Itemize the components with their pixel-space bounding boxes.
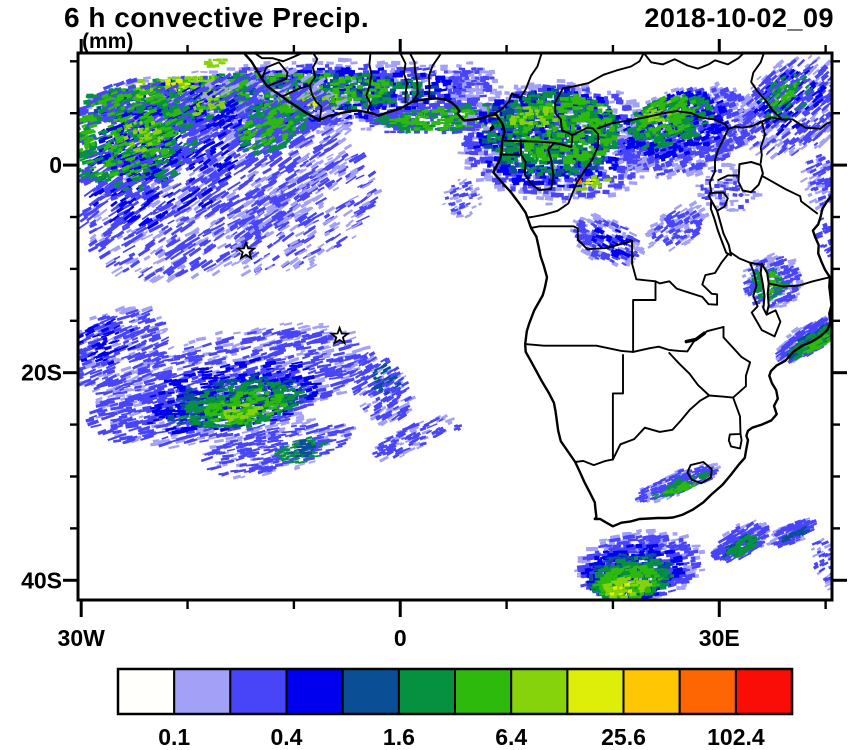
country-border [654, 252, 730, 306]
country-border [707, 127, 730, 202]
country-border [708, 191, 729, 212]
country-border [308, 54, 319, 87]
colorbar-cell [454, 668, 513, 715]
country-border [503, 139, 522, 143]
country-border [727, 432, 743, 450]
colorbar-label: 6.4 [495, 724, 527, 750]
colorbar-label: 25.6 [601, 724, 646, 750]
country-border [767, 276, 831, 288]
country-border [574, 458, 614, 467]
colorbar-cell [678, 668, 737, 715]
colorbar-cell [734, 668, 794, 715]
colorbar-cell [341, 668, 400, 715]
country-border [399, 54, 409, 104]
axis-ticks [63, 39, 847, 617]
country-border [530, 225, 657, 353]
country-border [708, 394, 735, 399]
y-axis-tick-label: 0 [49, 152, 62, 178]
country-border [261, 61, 289, 88]
country-border [490, 54, 543, 117]
x-axis-tick-label: 30E [699, 625, 740, 651]
axis-labels: 30W 0 30E 0 20S 40S [21, 152, 740, 651]
country-border [611, 354, 624, 461]
country-border [519, 141, 556, 191]
country-border [571, 126, 589, 136]
colorbar-cell [117, 668, 176, 715]
colorbar-cell [229, 668, 288, 715]
country-border [597, 110, 693, 130]
country-border [427, 54, 442, 101]
country-border [668, 352, 711, 397]
country-border [722, 326, 752, 399]
island-bioko [489, 124, 495, 132]
colorbar: 0.1 0.4 1.6 6.4 25.6 102.4 [116, 667, 794, 750]
country-border [686, 461, 713, 485]
country-border [759, 120, 766, 164]
datetime-label: 2018-10-02_09 [644, 3, 834, 34]
colorbar-cell [397, 668, 457, 715]
lake [759, 262, 770, 316]
country-border [519, 54, 645, 148]
star-marker [328, 325, 351, 346]
country-border [749, 261, 782, 338]
country-border [760, 174, 819, 215]
precip-field [79, 54, 831, 599]
country-border [750, 54, 783, 121]
basemap [243, 54, 831, 528]
country-border [732, 396, 742, 435]
y-axis-tick-label: 40S [21, 567, 62, 593]
country-border [648, 326, 725, 353]
colorbar-label: 102.4 [707, 724, 765, 750]
country-border [409, 54, 419, 103]
colorbar-cell [622, 668, 681, 715]
country-border [690, 112, 783, 130]
units-label: (mm) [82, 30, 133, 54]
country-border [524, 343, 635, 353]
colorbar-cell [285, 668, 344, 715]
coastline [243, 54, 831, 528]
x-axis-tick-label: 0 [394, 625, 407, 651]
star-marker [235, 240, 257, 261]
country-border [281, 84, 323, 121]
country-border [717, 174, 740, 182]
colorbar-label: 1.6 [383, 724, 415, 750]
colorbar-cell [173, 668, 232, 715]
colorbar-cell [566, 668, 625, 715]
colorbar-frame [116, 667, 794, 716]
country-border [526, 126, 599, 219]
country-border [365, 54, 373, 114]
country-border [781, 118, 831, 130]
lake [709, 199, 732, 257]
x-axis-tick-label: 30W [58, 625, 106, 651]
country-border [727, 250, 763, 266]
country-border [254, 54, 302, 63]
map-frame [76, 51, 834, 602]
country-border [643, 54, 744, 70]
country-border [611, 394, 711, 461]
plot-title: 6 h convective Precip. [64, 2, 369, 34]
colorbar-label: 0.1 [158, 724, 190, 750]
colorbar-label: 0.4 [271, 724, 303, 750]
lake-kariba [684, 331, 707, 344]
station-markers [235, 240, 351, 346]
y-axis-tick-label: 20S [21, 360, 62, 386]
colorbar-cell [510, 668, 569, 715]
lake [737, 161, 764, 194]
